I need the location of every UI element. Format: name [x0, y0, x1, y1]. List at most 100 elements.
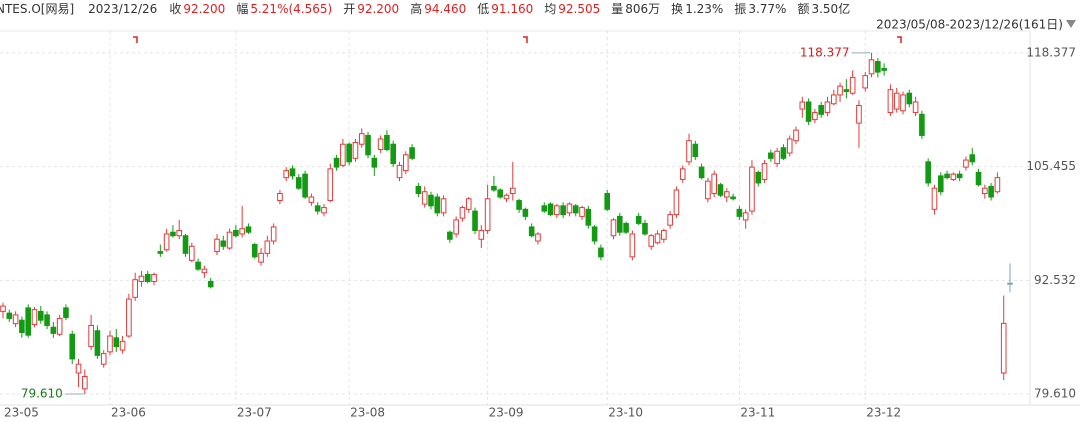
candle-body — [736, 208, 743, 217]
candle-body — [491, 185, 497, 191]
candle-body — [94, 330, 101, 356]
x-tick-label: 23-12 — [866, 406, 901, 420]
field-value: 94.460 — [424, 2, 467, 16]
candle-body — [484, 198, 491, 231]
x-tick-label: 23-10 — [608, 406, 643, 420]
candle-body — [761, 163, 768, 180]
candle-body — [963, 159, 969, 168]
candle-body — [327, 168, 334, 202]
date-range[interactable]: 2023/05/08-2023/12/26(161日) — [876, 18, 1063, 32]
candle-body — [856, 105, 862, 124]
candle-body — [912, 101, 919, 114]
candle-body — [988, 185, 994, 198]
candle-body — [849, 76, 856, 94]
candle-body — [264, 240, 271, 254]
event-marker[interactable] — [133, 36, 138, 43]
field-label: 高 — [410, 2, 423, 16]
candle-body — [937, 175, 944, 193]
candle-body — [365, 134, 371, 156]
candle-body — [371, 157, 378, 168]
candle-body — [88, 324, 94, 348]
candle-body — [75, 363, 82, 374]
event-marker[interactable] — [523, 36, 528, 43]
candle-body — [377, 138, 384, 151]
candle-body — [919, 113, 925, 136]
annotation-label: 118.377 — [800, 45, 850, 59]
candle-body — [421, 191, 428, 205]
candle-body — [635, 215, 642, 224]
field-label: 换 — [671, 2, 684, 16]
candle-body — [428, 194, 434, 207]
candle-body — [610, 219, 617, 237]
field-label: 均 — [544, 2, 557, 16]
candle-body — [113, 337, 120, 348]
y-tick-label: 92.532 — [1034, 273, 1076, 287]
x-tick-label: 23-07 — [237, 406, 272, 420]
candle-body — [830, 94, 837, 105]
candle-body — [730, 196, 736, 200]
candle-body — [679, 168, 686, 180]
candle-body — [698, 166, 705, 179]
candle-body — [314, 205, 321, 212]
event-marker[interactable] — [897, 36, 902, 43]
candle-body — [944, 173, 950, 179]
candle-body — [723, 191, 730, 198]
x-tick-label: 23-11 — [740, 406, 775, 420]
y-tick-label: 118.377 — [1026, 45, 1076, 59]
x-tick-label: 23-06 — [111, 406, 146, 420]
candle-body — [642, 222, 648, 235]
field-label: 额 — [797, 2, 810, 16]
candle-body — [969, 154, 976, 163]
candle-body — [623, 222, 629, 233]
candle-body — [742, 212, 749, 221]
candle-body — [214, 238, 220, 253]
candle-body — [277, 192, 283, 202]
candle-body — [283, 170, 290, 179]
candle-body — [749, 166, 755, 212]
candle-body — [1007, 282, 1013, 285]
candle-body — [591, 226, 598, 242]
candle-body — [705, 180, 711, 200]
candle-body — [931, 187, 938, 210]
candle-body — [950, 173, 957, 180]
field-label: 低 — [477, 2, 490, 16]
candle-body — [302, 173, 308, 198]
x-tick-label: 23-08 — [350, 406, 385, 420]
candle-body — [465, 198, 472, 210]
candle-body — [528, 226, 535, 237]
candle-body — [956, 173, 963, 179]
candle-body — [6, 312, 13, 319]
candle-body — [182, 235, 189, 254]
candle-body — [862, 75, 869, 89]
candle-body — [982, 187, 988, 194]
candle-body — [535, 233, 541, 242]
candle-body — [138, 275, 145, 282]
candle-body — [308, 196, 315, 203]
candle-body — [258, 252, 264, 263]
x-tick-label: 23-05 — [4, 406, 39, 420]
candle-body — [207, 280, 214, 288]
candle-body — [560, 205, 566, 216]
candle-body — [812, 112, 818, 121]
candle-body — [201, 268, 208, 274]
field-value: 3.77% — [748, 2, 787, 16]
candle-body — [478, 229, 485, 240]
candle-body — [692, 143, 699, 158]
candle-body — [824, 101, 831, 114]
candle-body — [994, 177, 1001, 193]
candle-body — [296, 177, 302, 189]
candle-body — [887, 89, 894, 114]
range-dropdown[interactable] — [1066, 20, 1076, 28]
candle-body — [925, 161, 931, 184]
candle-body — [503, 194, 510, 200]
candle-body — [107, 335, 113, 353]
field-value: 92.200 — [357, 2, 400, 16]
symbol: NTES.O[网易] — [0, 2, 75, 16]
candle-body — [226, 231, 233, 249]
candle-body — [711, 173, 717, 194]
candle-body — [82, 375, 88, 390]
candle-body — [233, 229, 239, 237]
candle-body — [654, 233, 661, 244]
candle-body — [522, 208, 529, 217]
candle-body — [799, 101, 806, 110]
